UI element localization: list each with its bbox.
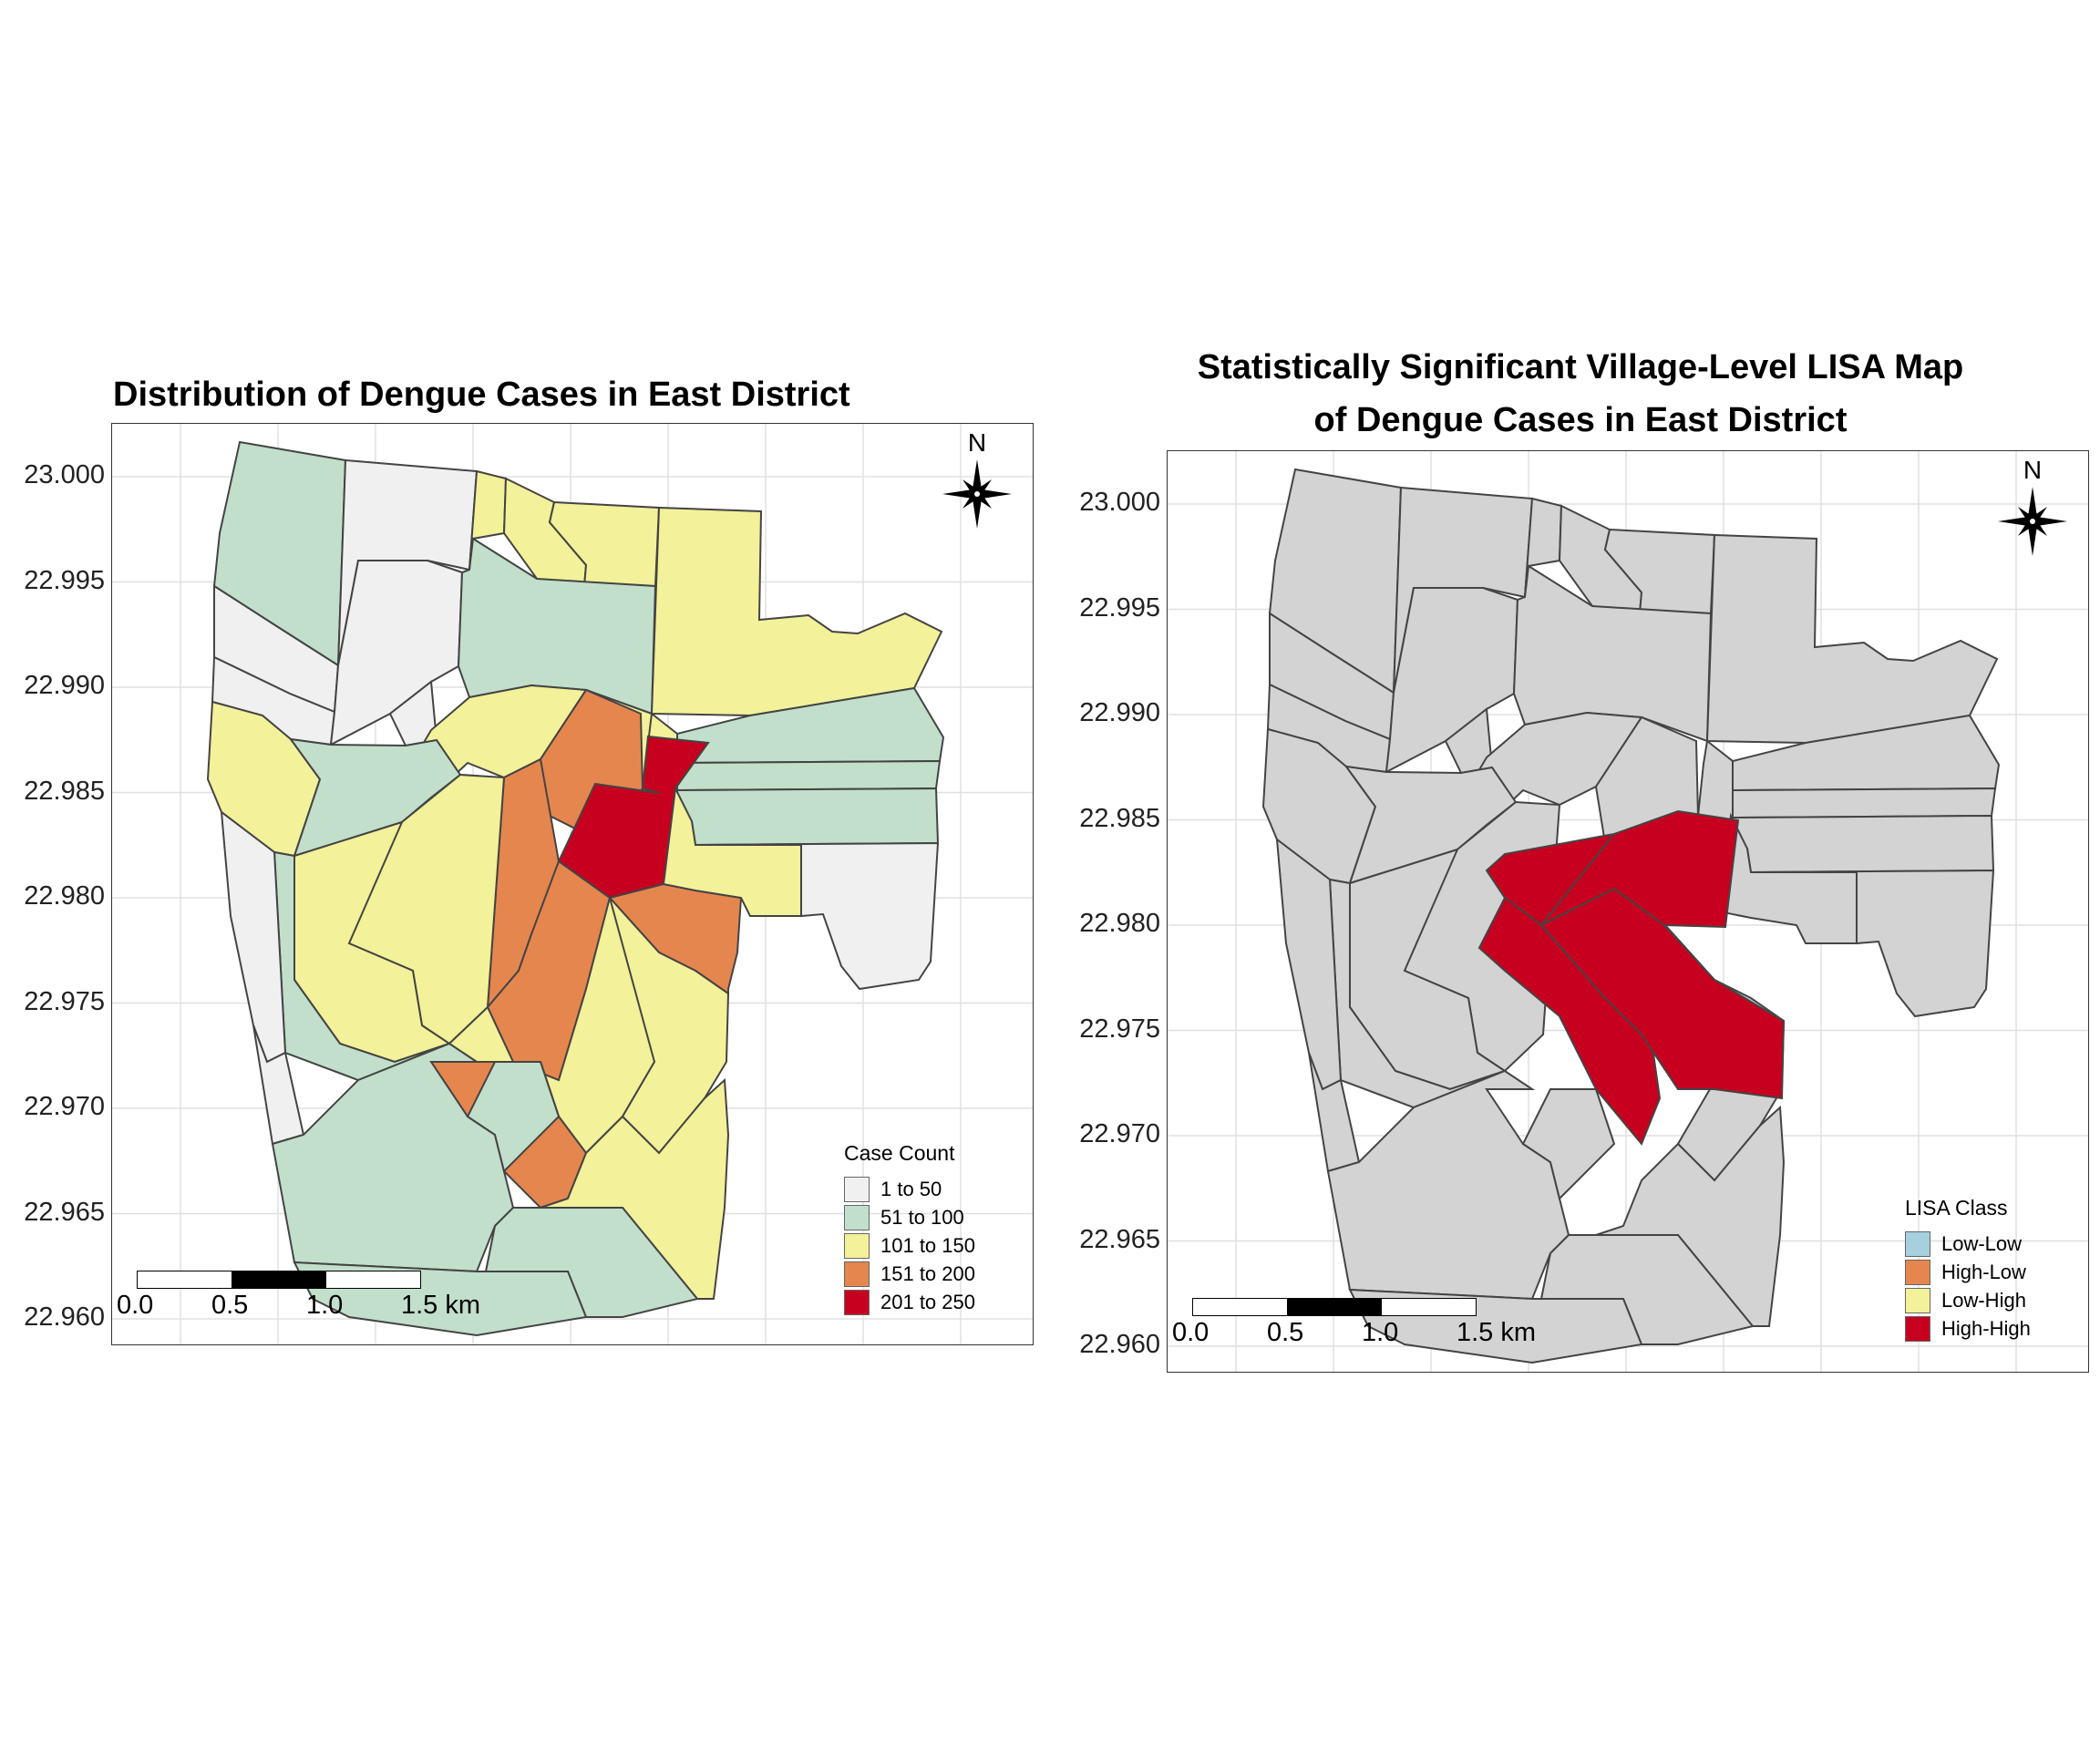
right-y-tick-label: 22.965 [1079,1224,1160,1254]
left-scale-label: 1.5 km [401,1291,481,1320]
left-legend-swatch [844,1232,870,1259]
left-legend-item: 201 to 250 [844,1288,975,1316]
left-legend-swatch [844,1261,870,1287]
right-y-tick-label: 22.960 [1079,1330,1160,1359]
region-se-1 [662,785,802,917]
right-legend-item: High-High [1905,1314,2031,1343]
right-y-tick-label: 22.970 [1079,1119,1160,1148]
left-legend-swatch [844,1176,870,1202]
r-region-e-3 [1732,814,1995,874]
left-legend-swatch [844,1204,870,1230]
right-y-tick-label: 23.000 [1079,488,1160,517]
right-y-tick-label: 22.990 [1079,698,1160,727]
right-scale-label: 1.5 km [1457,1318,1537,1347]
r-region-e-2 [1732,787,1997,819]
r-region-sw-wl2 [1308,1052,1361,1173]
left-y-tick-label: 22.990 [24,671,105,700]
region-e-2 [676,759,942,792]
region-se-2 [609,897,730,1155]
right-y-tick-label: 22.995 [1079,592,1160,623]
left-map-title: Distribution of Dengue Cases in East Dis… [113,376,850,414]
r-region-s-1 [1326,1069,1570,1301]
r-region-mid-n-1 [1385,587,1519,774]
left-legend-label: 101 to 150 [880,1233,975,1257]
compass-icon [942,459,1012,529]
left-legend-item: 151 to 200 [844,1260,975,1288]
right-map-canvas [1168,451,2088,1372]
right-legend-label: Low-High [1941,1288,2026,1312]
right-legend-label: High-High [1941,1316,2031,1340]
right-north-arrow: N [1996,456,2069,562]
left-legend-label: 201 to 250 [880,1290,975,1313]
region-sw-wl2 [252,1024,305,1146]
region-w-6 [273,850,450,1082]
right-y-tick-label: 22.985 [1079,803,1160,833]
left-legend-label: 151 to 200 [880,1261,975,1285]
left-district-regions [206,440,945,1337]
compass-icon [1998,487,2067,556]
right-legend-item: High-Low [1905,1258,2031,1286]
region-e-3 [676,787,940,847]
right-legend-title: LISA Class [1905,1196,2008,1220]
right-y-tick-label: 22.980 [1079,909,1160,938]
left-legend: Case Count 1 to 50 51 to 100 101 to 150 151… [844,1141,975,1316]
left-legend-label: 1 to 50 [880,1177,942,1200]
right-legend-item: Low-Low [1905,1230,2031,1258]
region-mid-n-1 [329,560,464,746]
left-map-frame [111,423,1034,1345]
left-y-tick-label: 22.985 [24,776,105,806]
left-y-tick-label: 22.970 [24,1092,105,1121]
right-district-regions [1261,468,2001,1364]
left-y-tick-label: 22.965 [24,1197,105,1227]
right-scale-bar: 0.0 0.5 1.0 1.5 km [1172,1298,1536,1349]
left-legend-item: 101 to 150 [844,1231,975,1260]
right-legend-item: Low-High [1905,1286,2031,1314]
left-legend-title: Case Count [844,1141,955,1165]
right-legend: LISA Class Low-Low High-Low Low-High High-H… [1905,1196,2031,1343]
right-scale-label: 1.0 [1362,1318,1399,1347]
r-region-se-1 [1717,812,1858,944]
region-ne-1 [650,506,943,717]
left-scale-label: 0.5 [211,1291,249,1320]
left-y-tick-label: 22.995 [24,565,105,595]
r-hotspot-4 [1539,887,1786,1100]
right-north-label: N [2023,456,2043,484]
left-legend-swatch [844,1289,870,1315]
right-map-title-line1: Statistically Significant Village-Level … [1197,348,1964,386]
left-north-arrow: N [941,428,1014,535]
left-y-tick-label: 22.975 [24,986,105,1016]
r-region-ne-1 [1705,533,1999,745]
left-legend-label: 51 to 100 [880,1205,964,1229]
left-map-canvas [112,424,1033,1344]
right-y-tick-label: 22.975 [1079,1014,1160,1044]
right-legend-swatch [1905,1259,1930,1285]
right-legend-label: High-Low [1941,1260,2026,1283]
right-legend-swatch [1905,1315,1930,1342]
left-scale-bar: 0.0 0.5 1.0 1.5 km [117,1271,480,1322]
right-legend-swatch [1905,1230,1930,1257]
left-north-label: N [967,428,987,457]
left-y-tick-label: 23.000 [24,460,105,489]
right-scale-label: 0.5 [1267,1318,1304,1347]
left-legend-item: 51 to 100 [844,1203,975,1231]
right-scale-label: 0.0 [1172,1318,1210,1347]
left-scale-label: 0.0 [117,1291,154,1320]
region-s-4 [466,1061,561,1173]
r-region-w-6 [1328,878,1506,1109]
right-legend-label: Low-Low [1941,1231,2023,1255]
left-y-tick-label: 22.980 [24,881,105,911]
left-y-tick-label: 22.960 [24,1302,105,1332]
right-map-frame [1167,450,2089,1373]
left-scale-label: 1.0 [306,1291,344,1320]
left-legend-item: 1 to 50 [844,1175,975,1203]
right-legend-swatch [1905,1287,1930,1313]
right-map-title-line2: of Dengue Cases in East District [1313,401,1848,439]
